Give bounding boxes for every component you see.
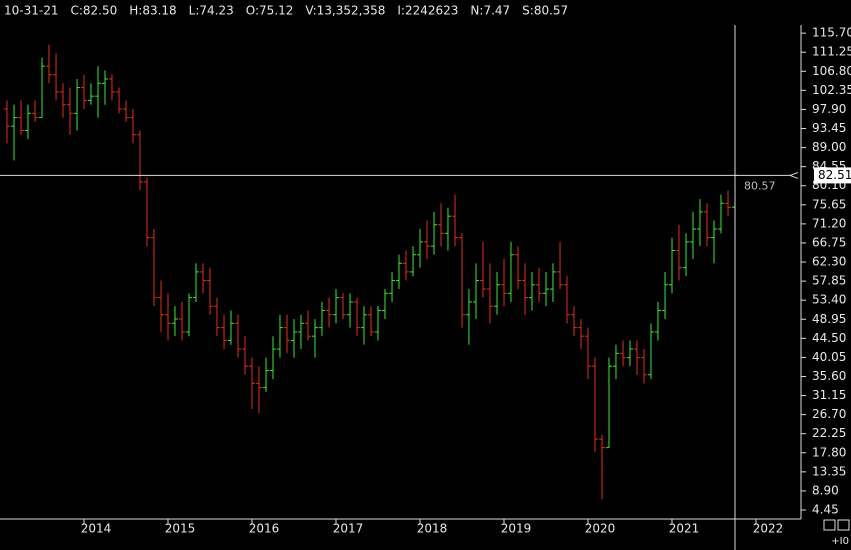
y-tick-label: 40.05: [812, 350, 846, 364]
x-tick-label: 2019: [501, 522, 532, 536]
header-field: I:2242623: [397, 4, 458, 18]
y-tick-label: 13.35: [812, 464, 846, 478]
x-tick-label: 2014: [81, 522, 112, 536]
y-tick-label: 62.30: [812, 255, 846, 269]
y-tick-label: 75.65: [812, 197, 846, 211]
price-pointer: [789, 171, 799, 179]
y-tick-label: 111.25: [812, 45, 851, 59]
y-tick-label: 44.50: [812, 331, 846, 345]
y-tick-label: 8.90: [812, 483, 839, 497]
y-tick-label: 53.40: [812, 293, 846, 307]
y-tick-label: 66.75: [812, 235, 846, 249]
y-tick-label: 31.15: [812, 388, 846, 402]
y-tick-label: 4.45: [812, 502, 839, 516]
header-field: L:74.23: [189, 4, 234, 18]
crosshair-label: 82.51: [818, 168, 851, 182]
y-tick-label: 115.70: [812, 26, 851, 40]
y-tick-label: 71.20: [812, 216, 846, 230]
y-tick-label: 97.90: [812, 102, 846, 116]
y-tick-label: 102.35: [812, 83, 851, 97]
x-tick-label: 2020: [585, 522, 616, 536]
y-tick-label: 57.85: [812, 274, 846, 288]
y-tick-label: 26.70: [812, 407, 846, 421]
header-field: S:80.57: [522, 4, 568, 18]
header-field: N:7.47: [470, 4, 510, 18]
y-tick-label: 93.45: [812, 121, 846, 135]
corner-label: +I0: [831, 536, 849, 547]
y-tick-label: 48.95: [812, 312, 846, 326]
x-tick-label: 2015: [165, 522, 196, 536]
header-field: H:83.18: [129, 4, 176, 18]
y-tick-label: 17.80: [812, 445, 846, 459]
header-field: V:13,352,358: [305, 4, 385, 18]
corner-box: [823, 519, 836, 531]
header-field: C:82.50: [70, 4, 117, 18]
x-tick-label: 2018: [417, 522, 448, 536]
y-tick-label: 89.00: [812, 140, 846, 154]
y-tick-label: 35.60: [812, 369, 846, 383]
corner-box: [837, 519, 850, 531]
x-tick-label: 2022: [753, 522, 784, 536]
y-tick-label: 106.80: [812, 64, 851, 78]
y-tick-label: 22.25: [812, 426, 846, 440]
x-tick-label: 2021: [669, 522, 700, 536]
x-tick-label: 2016: [249, 522, 280, 536]
header-field: 10-31-21: [4, 4, 58, 18]
marker-label: 80.57: [744, 180, 776, 193]
header-field: O:75.12: [246, 4, 294, 18]
price-box: [814, 167, 851, 184]
x-tick-label: 2017: [333, 522, 364, 536]
